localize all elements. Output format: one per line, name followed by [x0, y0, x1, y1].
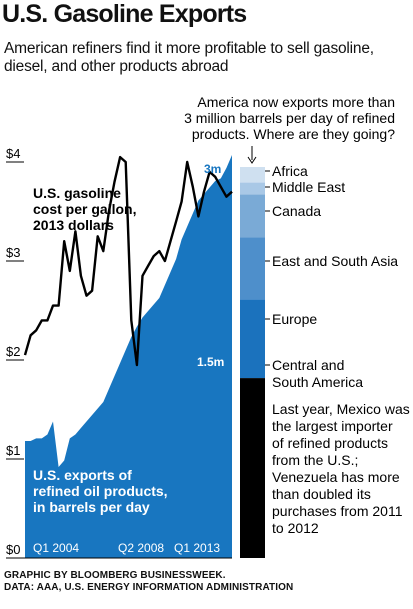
share-segment [240, 378, 265, 558]
credit-line: GRAPHIC BY BLOOMBERG BUSINESSWEEK. [4, 570, 226, 581]
share-label: Central and South America [272, 357, 363, 390]
share-label: Africa [272, 163, 308, 179]
annotation-1-5m: 1.5m [197, 355, 224, 369]
stack-question: America now exports more than 3 million b… [184, 94, 395, 142]
exports-series-label: U.S. exports of refined oil products, in b… [33, 467, 168, 515]
x-tick-label: Q2 2008 [118, 541, 164, 555]
share-segment [240, 182, 265, 195]
chart-subtitle: American refiners find it more profitabl… [4, 40, 374, 75]
x-tick-label: Q1 2013 [174, 541, 220, 555]
data-source: DATA: AAA, U.S. ENERGY INFORMATION ADMIN… [4, 582, 294, 593]
y-tick-label: $4 [6, 146, 20, 161]
share-segment [240, 237, 265, 300]
exports-area [25, 155, 232, 558]
gasoline-price-line [23, 155, 233, 367]
x-tick-label: Q1 2004 [33, 541, 79, 555]
mexico-note: Last year, Mexico was the largest importe… [272, 401, 410, 536]
y-tick-label: $0 [6, 542, 20, 557]
share-label: Canada [272, 203, 321, 219]
share-segment [240, 299, 265, 379]
y-tick-label: $3 [6, 245, 20, 260]
share-segment [240, 194, 265, 238]
chart-title: U.S. Gasoline Exports [2, 0, 247, 28]
arrow-head-icon [247, 156, 257, 164]
y-tick-label: $2 [6, 344, 20, 359]
gasoline-series-label: U.S. gasoline cost per gallon, 2013 dollar… [33, 185, 136, 233]
share-label: Middle East [272, 179, 345, 195]
share-label: East and South Asia [272, 253, 398, 269]
annotation-3m: 3m [204, 162, 221, 176]
share-label: Europe [272, 311, 317, 327]
y-tick-label: $1 [6, 443, 20, 458]
share-segment [240, 167, 265, 183]
